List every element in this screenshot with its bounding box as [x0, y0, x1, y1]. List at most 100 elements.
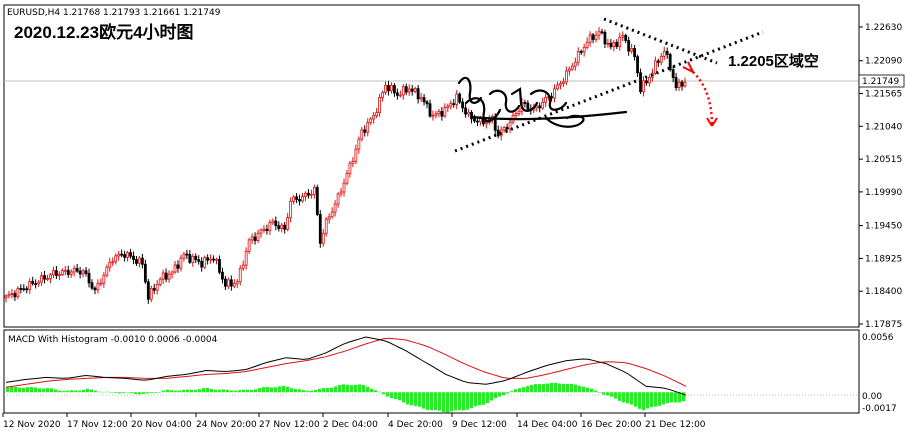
candle-body	[307, 192, 310, 196]
candle-body	[277, 225, 281, 229]
macd-histogram-bar	[14, 386, 18, 393]
candle-body	[479, 118, 482, 123]
candle-body	[102, 274, 106, 284]
macd-histogram-bar	[374, 390, 378, 393]
candle-body	[84, 270, 88, 274]
macd-tick-top: 0.0056	[862, 333, 894, 343]
macd-histogram-bar	[590, 388, 594, 393]
macd-histogram-bar	[118, 392, 122, 394]
candle-body	[43, 275, 46, 280]
candle-body	[484, 122, 488, 125]
macd-histogram-bar	[514, 389, 518, 393]
macd-histogram-bar	[586, 387, 590, 393]
macd-histogram-bar	[358, 384, 362, 393]
macd-histogram-bar	[566, 383, 570, 393]
macd-histogram-bar	[410, 392, 414, 406]
candle-body	[333, 203, 337, 213]
candle-body	[34, 283, 38, 285]
candle-body	[582, 47, 586, 53]
candle-body	[206, 257, 210, 261]
macd-histogram-bar	[646, 392, 650, 409]
candle-body	[562, 81, 565, 84]
macd-histogram-bar	[162, 390, 166, 393]
macd-histogram-bar	[478, 392, 482, 406]
candle-body	[603, 31, 607, 45]
price-tick-label: 1.22090	[865, 57, 902, 67]
macd-histogram-bar	[418, 392, 422, 407]
time-tick-label: 9 Dec 12:00	[452, 420, 507, 430]
candle-body	[182, 253, 186, 259]
candle-body	[212, 258, 215, 261]
macd-histogram-bar	[210, 388, 214, 393]
candle-body	[369, 118, 373, 123]
macd-histogram-bar	[198, 389, 202, 393]
candle-body	[473, 118, 476, 122]
price-tick-label: 1.20515	[865, 155, 902, 165]
macd-histogram-bar	[150, 392, 154, 394]
candle-body	[573, 61, 577, 67]
macd-histogram-bar	[382, 392, 386, 395]
candle-body	[665, 50, 669, 55]
candle-body	[37, 281, 41, 285]
candle-body	[200, 260, 204, 268]
candle-body	[81, 270, 85, 275]
descending-trendline	[603, 17, 718, 65]
macd-histogram-bar	[390, 392, 394, 399]
macd-histogram-bar	[550, 382, 554, 393]
macd-histogram-bar	[298, 389, 302, 393]
macd-histogram-bar	[422, 392, 426, 409]
candle-body	[556, 84, 559, 90]
macd-histogram-bar	[262, 387, 266, 393]
candle-body	[146, 281, 150, 300]
candle-body	[446, 105, 450, 109]
candle-body	[167, 273, 171, 280]
time-tick-label: 16 Dec 20:00	[581, 420, 642, 430]
candle-body	[226, 279, 230, 287]
candle-body	[393, 85, 396, 94]
macd-histogram-bar	[346, 384, 350, 393]
candle-body	[49, 274, 52, 279]
candle-body	[624, 35, 628, 41]
time-tick-label: 27 Nov 12:00	[259, 420, 320, 430]
macd-histogram-bar	[350, 385, 354, 393]
candle-body	[120, 253, 124, 256]
macd-histogram-bar	[458, 392, 462, 411]
candle-body	[143, 263, 147, 283]
time-tick-label: 2 Dec 04:00	[323, 420, 378, 430]
candle-body	[553, 88, 556, 99]
macd-histogram-bar	[306, 391, 310, 393]
macd-histogram-bar	[662, 392, 666, 405]
macd-histogram-bar	[158, 392, 162, 393]
macd-histogram-bar	[682, 392, 686, 402]
macd-histogram-bar	[130, 392, 134, 394]
candle-body	[597, 31, 601, 36]
current-price: 1.21749	[862, 77, 899, 87]
candle-body	[7, 294, 11, 297]
macd-histogram-bar	[394, 392, 398, 400]
candle-body	[351, 160, 355, 164]
macd-histogram-bar	[438, 392, 442, 411]
candle-body	[398, 94, 402, 97]
time-tick-label: 20 Nov 04:00	[131, 420, 192, 430]
macd-histogram-bar	[78, 390, 82, 393]
forecast-arrow-path	[692, 71, 714, 127]
macd-histogram-bar	[466, 392, 470, 410]
candle-body	[66, 269, 70, 275]
macd-histogram-bar	[386, 392, 390, 397]
price-tick-label: 1.22630	[865, 23, 902, 33]
macd-histogram-bar	[594, 390, 598, 393]
candle-body	[496, 129, 500, 137]
candle-body	[114, 255, 118, 263]
candle-body	[289, 200, 293, 219]
price-tick-label: 1.18400	[865, 287, 902, 297]
candle-body	[218, 259, 221, 273]
candle-body	[304, 192, 307, 197]
candle-body	[256, 232, 260, 241]
macd-histogram-bar	[518, 388, 522, 393]
candle-body	[615, 42, 619, 47]
macd-histogram-bar	[278, 386, 282, 393]
candle-body	[570, 65, 574, 70]
macd-histogram-bar	[194, 389, 198, 393]
macd-histogram-bar	[70, 390, 74, 393]
